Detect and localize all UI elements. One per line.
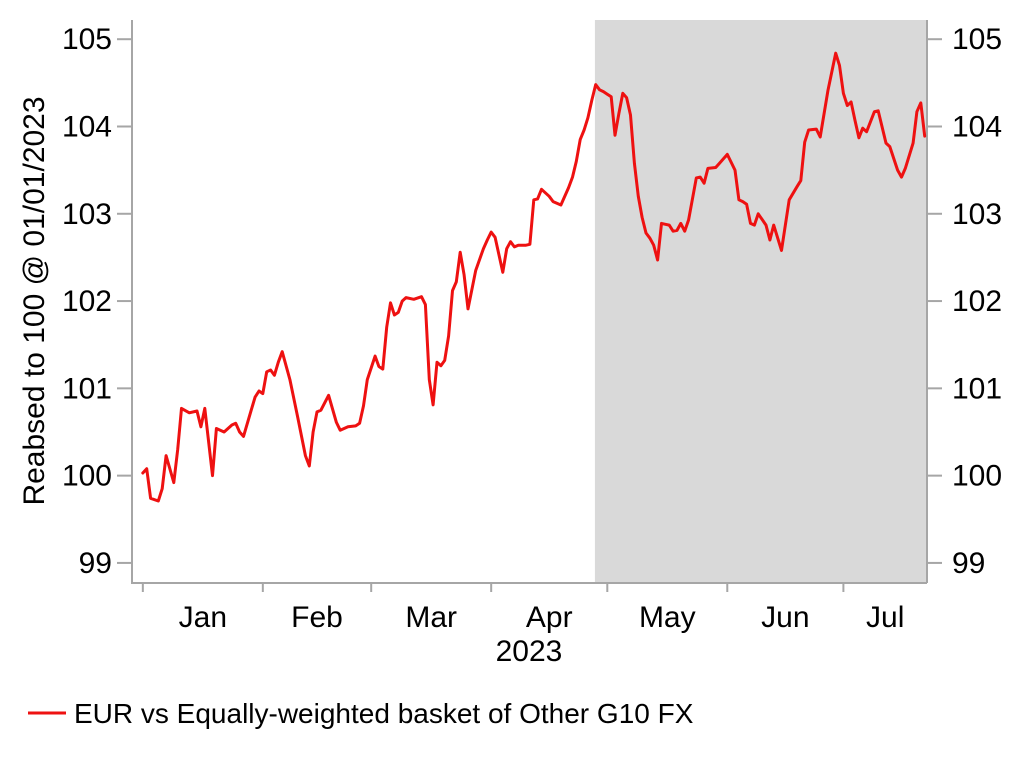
y-tick-label-left: 105 bbox=[62, 23, 112, 56]
y-tick-label-left: 100 bbox=[62, 460, 112, 493]
y-tick-label-right: 104 bbox=[952, 110, 1002, 143]
y-tick-label-left: 102 bbox=[62, 285, 112, 318]
x-tick-label: May bbox=[639, 601, 696, 634]
y-tick-label-right: 101 bbox=[952, 372, 1002, 405]
y-tick-label-right: 102 bbox=[952, 285, 1002, 318]
shaded-region-group bbox=[594, 20, 927, 583]
legend: EUR vs Equally-weighted basket of Other … bbox=[28, 698, 694, 729]
y-tick-label-right: 99 bbox=[952, 547, 985, 580]
legend-label: EUR vs Equally-weighted basket of Other … bbox=[74, 698, 694, 729]
y-tick-label-left: 103 bbox=[62, 198, 112, 231]
x-tick-label: Apr bbox=[526, 601, 573, 634]
y-tick-label-left: 104 bbox=[62, 110, 112, 143]
y-tick-label-right: 103 bbox=[952, 198, 1002, 231]
x-tick-label: Jul bbox=[866, 601, 904, 634]
x-tick-label: Feb bbox=[291, 601, 343, 634]
x-axis-title: 2023 bbox=[496, 635, 563, 668]
series-line-eur-basket bbox=[141, 51, 927, 503]
y-axis-title: Reabsed to 100 @ 01/01/2023 bbox=[18, 96, 51, 505]
x-tick-label: Jun bbox=[761, 601, 809, 634]
tick-group: 99 99 100 100 101 101 102 102 103 103 104 104 105 105… bbox=[62, 23, 1002, 634]
y-tick-label-right: 105 bbox=[952, 23, 1002, 56]
x-tick-label: Mar bbox=[405, 601, 457, 634]
y-tick-label-right: 100 bbox=[952, 460, 1002, 493]
y-tick-label-left: 101 bbox=[62, 372, 112, 405]
y-tick-label-left: 99 bbox=[79, 547, 112, 580]
x-tick-label: Jan bbox=[179, 601, 227, 634]
series-group bbox=[141, 51, 927, 503]
shaded-region bbox=[594, 20, 927, 583]
